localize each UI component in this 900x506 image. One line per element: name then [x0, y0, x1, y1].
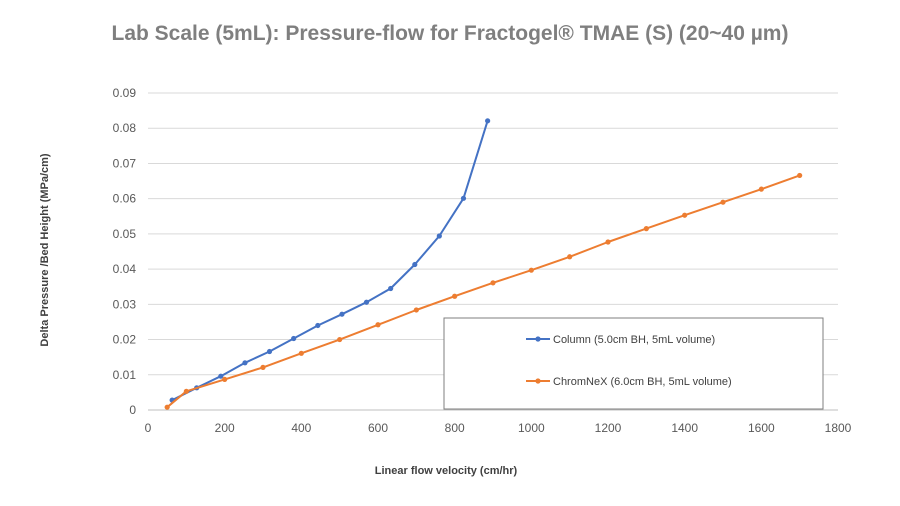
y-tick-label: 0.03	[113, 297, 137, 311]
data-point	[720, 199, 726, 205]
data-point	[413, 307, 419, 313]
data-point	[682, 212, 688, 218]
x-tick-label: 400	[291, 421, 311, 435]
y-tick-label: 0.05	[113, 227, 137, 241]
x-tick-label: 1600	[748, 421, 775, 435]
y-tick-label: 0.08	[113, 121, 137, 135]
data-point	[643, 226, 649, 232]
x-tick-label: 1200	[595, 421, 622, 435]
data-point	[605, 239, 611, 245]
data-point	[260, 364, 266, 370]
x-tick-label: 0	[145, 421, 152, 435]
data-point	[436, 233, 442, 239]
series-1	[164, 172, 803, 410]
tick-labels: 0 0.01 0.02 0.03 0.04 0.05 0.06 0.07 0.08 0.09 0 20…	[113, 86, 852, 435]
data-point	[242, 360, 248, 366]
series-line	[171, 120, 489, 401]
data-point	[266, 348, 273, 355]
y-tick-label: 0	[129, 403, 136, 417]
y-tick-label: 0.09	[113, 86, 137, 100]
data-point	[218, 373, 224, 379]
x-tick-label: 1000	[518, 421, 545, 435]
x-tick-label: 200	[215, 421, 235, 435]
series-line	[166, 174, 801, 408]
legend-box	[443, 317, 824, 410]
data-point	[388, 285, 394, 292]
data-point	[797, 172, 803, 179]
data-point	[363, 299, 370, 305]
data-point	[315, 322, 321, 329]
y-tick-label: 0.06	[113, 192, 137, 206]
data-point	[490, 280, 496, 286]
series-layer	[164, 118, 803, 410]
y-tick-label: 0.04	[113, 262, 137, 276]
y-tick-label: 0.02	[113, 333, 137, 347]
data-point	[758, 186, 764, 192]
x-axis-title: Linear flow velocity (cm/hr)	[375, 465, 518, 477]
series-0	[169, 118, 491, 403]
data-point	[183, 388, 189, 394]
legend-marker-column	[535, 336, 541, 342]
data-point	[291, 335, 297, 342]
chart-title: Lab Scale (5mL): Pressure-flow for Fract…	[111, 22, 789, 45]
x-tick-label: 800	[445, 421, 465, 435]
x-tick-label: 1800	[825, 421, 852, 435]
data-point	[528, 267, 534, 273]
legend-label-chromnex: ChromNeX (6.0cm BH, 5mL volume)	[553, 376, 732, 388]
data-point	[222, 376, 228, 382]
legend-marker-chromnex	[535, 378, 541, 384]
data-point	[337, 336, 343, 343]
data-point	[412, 261, 418, 268]
data-point	[339, 311, 345, 317]
x-tick-label: 600	[368, 421, 388, 435]
data-point	[452, 293, 458, 299]
data-point	[298, 350, 304, 356]
legend-label-column: Column (5.0cm BH, 5mL volume)	[553, 334, 715, 346]
data-point	[460, 195, 467, 201]
y-tick-label: 0.07	[113, 156, 137, 170]
data-point	[567, 254, 573, 260]
y-tick-label: 0.01	[113, 368, 137, 382]
legend: Column (5.0cm BH, 5mL volume) ChromNeX (…	[443, 317, 824, 410]
data-point	[164, 404, 170, 410]
data-point	[485, 118, 491, 124]
data-point	[375, 322, 381, 328]
y-axis-title: Delta Pressure /Bed Height (MPa/cm)	[39, 153, 51, 347]
x-tick-label: 1400	[671, 421, 698, 435]
